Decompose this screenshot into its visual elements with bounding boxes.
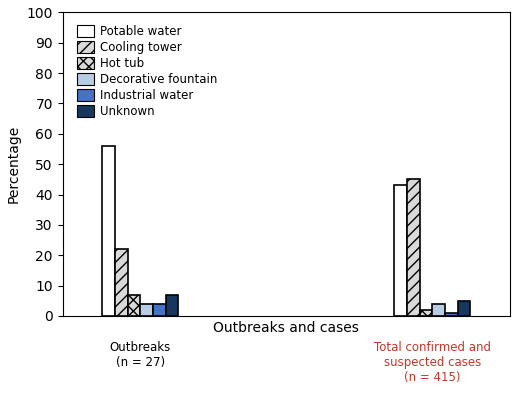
- Text: Total confirmed and
suspected cases
(n = 415): Total confirmed and suspected cases (n =…: [374, 341, 491, 384]
- Bar: [128, 295, 141, 316]
- Bar: [458, 301, 470, 316]
- Bar: [420, 310, 432, 316]
- Y-axis label: Percentage: Percentage: [7, 125, 21, 203]
- Bar: [394, 185, 407, 316]
- Bar: [102, 146, 115, 316]
- Bar: [166, 295, 178, 316]
- Bar: [445, 313, 458, 316]
- Text: Outbreaks
(n = 27): Outbreaks (n = 27): [110, 341, 171, 369]
- Bar: [141, 304, 153, 316]
- Bar: [115, 249, 128, 316]
- X-axis label: Outbreaks and cases: Outbreaks and cases: [214, 322, 359, 335]
- Bar: [153, 304, 166, 316]
- Bar: [432, 304, 445, 316]
- Bar: [407, 179, 420, 316]
- Legend: Potable water, Cooling tower, Hot tub, Decorative fountain, Industrial water, Un: Potable water, Cooling tower, Hot tub, D…: [73, 21, 221, 122]
